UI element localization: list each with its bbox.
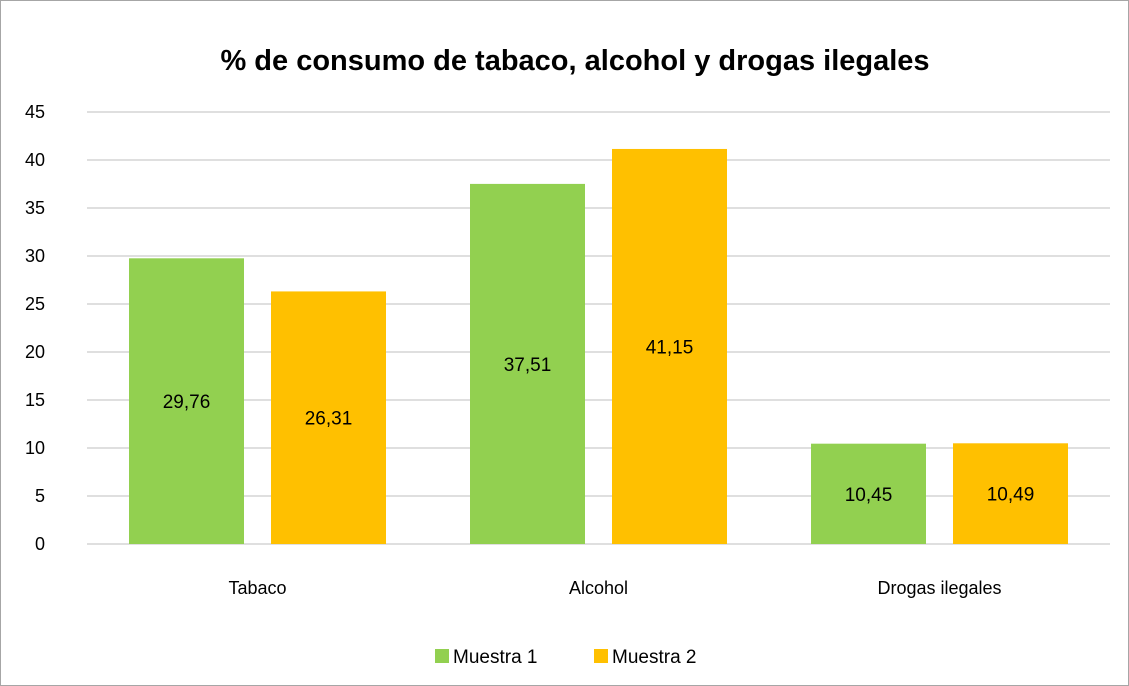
x-category-label: Drogas ilegales bbox=[877, 578, 1001, 598]
bar-muestra-2-drogas-ilegales bbox=[953, 443, 1068, 544]
x-category-label: Alcohol bbox=[569, 578, 628, 598]
y-axis-ticks: 0 5 10 15 20 25 30 35 40 45 bbox=[25, 102, 45, 554]
y-tick-label: 35 bbox=[25, 198, 45, 218]
legend-swatch bbox=[435, 649, 449, 663]
x-axis-categories: Tabaco Alcohol Drogas ilegales bbox=[228, 578, 1001, 598]
x-category-label: Tabaco bbox=[228, 578, 286, 598]
y-tick-label: 20 bbox=[25, 342, 45, 362]
y-tick-label: 0 bbox=[35, 534, 45, 554]
legend: Muestra 1 Muestra 2 bbox=[435, 647, 696, 668]
data-label: 41,15 bbox=[646, 337, 694, 358]
legend-label: Muestra 1 bbox=[453, 647, 537, 668]
y-tick-label: 5 bbox=[35, 486, 45, 506]
y-tick-label: 45 bbox=[25, 102, 45, 122]
data-labels: 29,76 26,31 37,51 41,15 10,45 10,49 bbox=[163, 337, 1035, 505]
data-label: 10,45 bbox=[845, 485, 893, 506]
legend-label: Muestra 2 bbox=[612, 647, 696, 668]
data-label: 10,49 bbox=[987, 485, 1035, 506]
bar-muestra-1-tabaco bbox=[129, 258, 244, 544]
bar-muestra-2-tabaco bbox=[271, 291, 386, 544]
y-tick-label: 10 bbox=[25, 438, 45, 458]
gridlines bbox=[87, 111, 1110, 545]
data-label: 37,51 bbox=[504, 355, 552, 376]
bar-muestra-1-alcohol bbox=[470, 183, 585, 545]
y-tick-label: 40 bbox=[25, 150, 45, 170]
legend-swatch bbox=[594, 649, 608, 663]
y-tick-label: 30 bbox=[25, 246, 45, 266]
bar-muestra-1-drogas-ilegales bbox=[811, 443, 926, 544]
data-label: 29,76 bbox=[163, 392, 211, 413]
bars bbox=[129, 148, 1068, 545]
y-tick-label: 15 bbox=[25, 390, 45, 410]
y-tick-label: 25 bbox=[25, 294, 45, 314]
bar-muestra-2-alcohol bbox=[612, 148, 727, 544]
chart-title: % de consumo de tabaco, alcohol y drogas… bbox=[220, 45, 929, 77]
data-label: 26,31 bbox=[305, 409, 353, 430]
